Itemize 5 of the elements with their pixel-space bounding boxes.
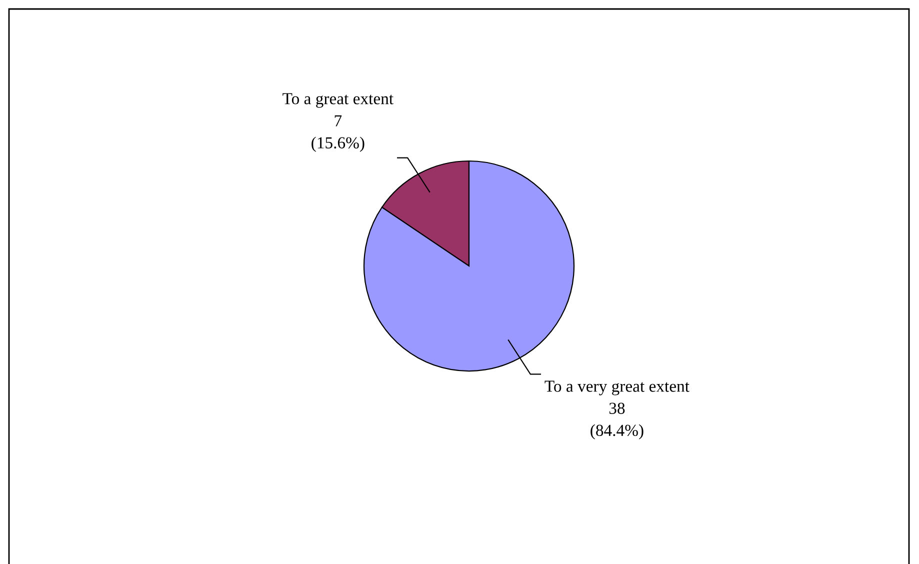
data-label: 38 (84.4%) [590,402,644,440]
pie-slice [363,160,575,372]
slice-label: To a great extent [282,93,394,108]
data-label: 7 (15.6%) [312,115,364,152]
slice-label: To a very great extent [544,380,690,396]
